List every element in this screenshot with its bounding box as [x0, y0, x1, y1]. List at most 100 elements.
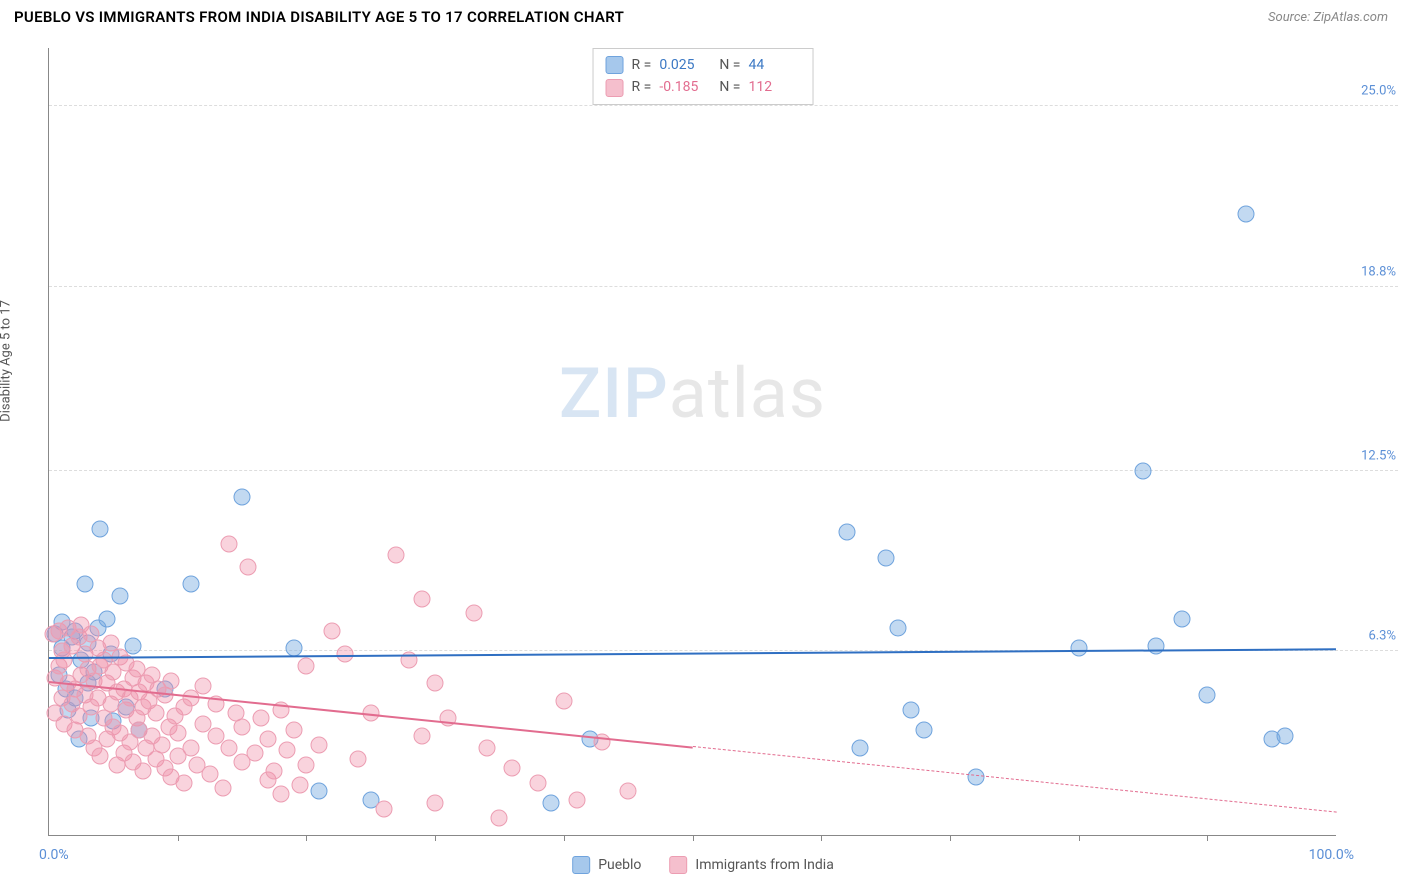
scatter-point — [349, 751, 366, 768]
scatter-point — [555, 692, 572, 709]
stat-r-value-pink: -0.185 — [659, 76, 711, 98]
watermark: ZIPatlas — [559, 353, 826, 435]
scatter-point — [176, 774, 193, 791]
legend-swatch-blue — [572, 856, 590, 874]
x-tick — [178, 835, 179, 841]
scatter-point — [234, 719, 251, 736]
scatter-point — [1173, 611, 1190, 628]
scatter-point — [530, 774, 547, 791]
stat-r-label: R = — [632, 76, 652, 98]
scatter-point — [465, 605, 482, 622]
scatter-point — [427, 794, 444, 811]
gridline — [49, 105, 1398, 106]
gridline — [49, 470, 1398, 471]
x-tick — [435, 835, 436, 841]
legend-label-pueblo: Pueblo — [598, 857, 641, 873]
scatter-point — [56, 652, 73, 669]
scatter-point — [240, 558, 257, 575]
scatter-point — [182, 576, 199, 593]
scatter-point — [1276, 727, 1293, 744]
y-tick-label: 25.0% — [1342, 84, 1396, 99]
scatter-point — [92, 520, 109, 537]
scatter-point — [1134, 462, 1151, 479]
x-tick — [1207, 835, 1208, 841]
stat-r-label: R = — [632, 54, 652, 76]
scatter-point — [504, 759, 521, 776]
scatter-point — [388, 547, 405, 564]
scatter-point — [163, 672, 180, 689]
scatter-point — [890, 620, 907, 637]
scatter-point — [92, 748, 109, 765]
scatter-point — [375, 800, 392, 817]
scatter-point — [272, 786, 289, 803]
scatter-point — [221, 535, 238, 552]
y-tick-label: 6.3% — [1342, 629, 1396, 644]
scatter-point — [311, 736, 328, 753]
scatter-point — [259, 730, 276, 747]
scatter-point — [201, 765, 218, 782]
scatter-point — [1199, 687, 1216, 704]
legend-swatch-pink — [606, 79, 624, 97]
scatter-point — [967, 768, 984, 785]
source-prefix: Source: — [1268, 10, 1313, 25]
scatter-point — [298, 757, 315, 774]
source-name: ZipAtlas.com — [1313, 10, 1388, 25]
scatter-point — [851, 739, 868, 756]
scatter-point — [154, 736, 171, 753]
scatter-point — [620, 783, 637, 800]
scatter-point — [311, 783, 328, 800]
stats-legend: R = 0.025 N = 44 R = -0.185 N = 112 — [593, 48, 814, 105]
stat-r-value-blue: 0.025 — [659, 54, 711, 76]
scatter-point — [838, 523, 855, 540]
scatter-point — [221, 739, 238, 756]
stat-n-label: N = — [719, 54, 740, 76]
x-axis-max-label: 100.0% — [1309, 847, 1354, 863]
y-axis-label: Disability Age 5 to 17 — [0, 300, 14, 422]
scatter-point — [594, 733, 611, 750]
x-tick — [821, 835, 822, 841]
stat-n-value-blue: 44 — [748, 54, 800, 76]
scatter-point — [298, 657, 315, 674]
stat-n-label: N = — [719, 76, 740, 98]
scatter-point — [491, 809, 508, 826]
scatter-point — [169, 724, 186, 741]
x-tick — [693, 835, 694, 841]
legend-swatch-pink — [669, 856, 687, 874]
scatter-point — [427, 675, 444, 692]
y-tick-label: 12.5% — [1342, 448, 1396, 463]
scatter-point — [542, 794, 559, 811]
scatter-point — [279, 742, 296, 759]
gridline — [49, 286, 1398, 287]
x-tick — [564, 835, 565, 841]
scatter-point — [414, 590, 431, 607]
x-tick — [950, 835, 951, 841]
stats-row-pink: R = -0.185 N = 112 — [606, 76, 801, 98]
scatter-point — [568, 792, 585, 809]
scatter-point — [285, 722, 302, 739]
scatter-point — [916, 722, 933, 739]
plot-region: ZIPatlas 6.3%12.5%18.8%25.0%0.0%100.0% — [48, 48, 1336, 836]
watermark-atlas: atlas — [669, 353, 826, 435]
scatter-point — [877, 550, 894, 567]
legend-item-india: Immigrants from India — [669, 856, 833, 874]
chart-area: Disability Age 5 to 17 ZIPatlas 6.3%12.5… — [0, 34, 1406, 892]
scatter-point — [111, 588, 128, 605]
legend-label-india: Immigrants from India — [695, 857, 833, 873]
scatter-point — [214, 780, 231, 797]
watermark-zip: ZIP — [559, 353, 669, 435]
scatter-point — [98, 611, 115, 628]
scatter-point — [478, 739, 495, 756]
scatter-point — [147, 704, 164, 721]
x-axis-min-label: 0.0% — [39, 847, 69, 863]
scatter-point — [266, 762, 283, 779]
x-tick — [1079, 835, 1080, 841]
y-tick-label: 18.8% — [1342, 265, 1396, 280]
scatter-point — [195, 678, 212, 695]
source-attribution: Source: ZipAtlas.com — [1268, 10, 1388, 25]
chart-title: PUEBLO VS IMMIGRANTS FROM INDIA DISABILI… — [14, 8, 624, 26]
x-tick — [306, 835, 307, 841]
legend-item-pueblo: Pueblo — [572, 856, 641, 874]
stats-row-blue: R = 0.025 N = 44 — [606, 54, 801, 76]
trend-line — [692, 746, 1336, 813]
scatter-point — [414, 727, 431, 744]
